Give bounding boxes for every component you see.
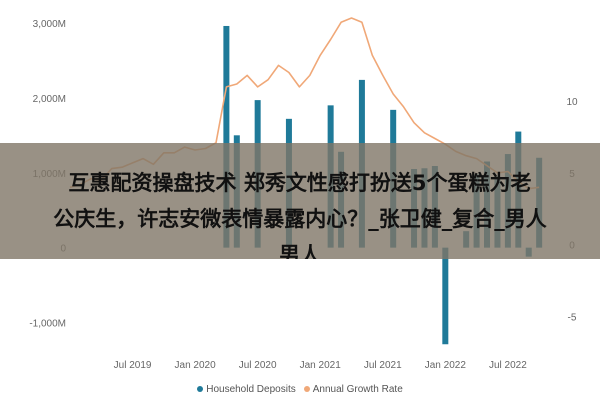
- legend-label-deposits: Household Deposits: [206, 383, 296, 395]
- bar-household-deposits: [442, 247, 449, 345]
- legend-item-household-deposits[interactable]: Household Deposits: [197, 384, 296, 395]
- legend-item-annual-growth-rate[interactable]: Annual Growth Rate: [303, 383, 403, 395]
- x-axis-tick-label: Jul 2020: [239, 360, 277, 371]
- x-axis-tick-label: Jan 2020: [175, 360, 217, 371]
- bar-household-deposits: [223, 25, 230, 248]
- x-axis-tick-label: Jul 2021: [364, 360, 402, 371]
- x-axis-tick-label: Jul 2019: [114, 360, 152, 371]
- legend-dot-growth: [303, 386, 310, 392]
- headline-line-1: 互惠配资操盘技术 郑秀文性感打扮送5个蛋糕为老: [68, 171, 532, 195]
- right-axis-tick-label: -5: [568, 312, 577, 323]
- headline-line-2: 公庆生，许志安微表情暴露内心？_张卫健_复合_男人: [53, 207, 547, 231]
- legend-dot-deposits: [197, 386, 204, 392]
- left-axis-tick-label: 3,000M: [33, 19, 66, 30]
- x-axis-tick-label: Jul 2022: [489, 360, 527, 371]
- headline-line-3: 男人: [279, 243, 321, 259]
- x-axis-tick-label: Jan 2022: [425, 360, 467, 371]
- x-axis-tick-label: Jan 2021: [300, 360, 342, 371]
- left-axis-tick-label: 2,000M: [33, 94, 66, 105]
- left-axis-tick-label: -1,000M: [29, 319, 66, 330]
- legend-label-growth: Annual Growth Rate: [312, 383, 403, 395]
- right-axis-tick-label: 10: [566, 97, 578, 108]
- headline-overlay: 互惠配资操盘技术 郑秀文性感打扮送5个蛋糕为老 公庆生，许志安微表情暴露内心？_…: [0, 143, 600, 259]
- chart-legend: Household Deposits Annual Growth Rate: [0, 381, 600, 397]
